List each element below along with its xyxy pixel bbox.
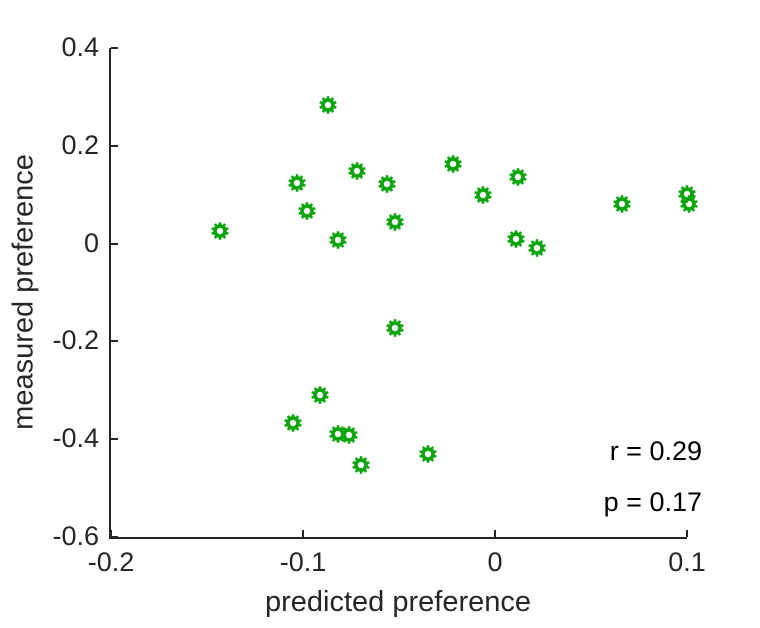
- data-point: [385, 318, 405, 338]
- p-value-text: p = 0.17: [603, 487, 702, 517]
- gear-marker-icon: [211, 222, 230, 241]
- data-point: [347, 161, 367, 181]
- data-point: [473, 185, 493, 205]
- gear-marker-icon: [386, 212, 404, 231]
- x-axis-label: predicted preference: [265, 586, 531, 618]
- gear-marker-icon: [298, 202, 316, 221]
- data-point: [527, 238, 547, 258]
- x-tick-label: -0.2: [87, 547, 135, 577]
- data-point: [310, 385, 330, 405]
- data-point: [612, 194, 632, 214]
- x-axis-tick: [494, 530, 496, 537]
- y-axis-tick: [111, 340, 118, 343]
- y-axis-tick: [111, 47, 118, 49]
- data-point: [677, 184, 697, 204]
- x-tick-label: 0.1: [668, 547, 706, 577]
- y-axis-tick: [111, 242, 118, 245]
- y-axis-tick: [111, 144, 118, 147]
- x-axis-tick: [302, 530, 304, 537]
- data-point: [508, 167, 528, 187]
- gear-marker-icon: [311, 385, 330, 404]
- gear-marker-icon: [509, 167, 527, 186]
- y-tick-label: 0.4: [61, 31, 99, 62]
- gear-marker-icon: [386, 318, 404, 337]
- data-point: [318, 95, 338, 115]
- gear-marker-icon: [288, 174, 306, 193]
- data-point: [377, 174, 397, 194]
- y-tick-label: 0: [83, 227, 99, 258]
- data-point: [506, 229, 526, 249]
- data-point: [385, 212, 405, 232]
- gear-marker-icon: [678, 185, 696, 204]
- data-point: [339, 425, 359, 445]
- gear-marker-icon: [340, 425, 358, 444]
- gear-marker-icon: [351, 456, 370, 474]
- y-tick-label: -0.2: [52, 325, 99, 356]
- y-tick-label: -0.6: [52, 520, 99, 551]
- gear-marker-icon: [284, 414, 303, 432]
- x-axis-tick: [686, 530, 688, 537]
- gear-marker-icon: [507, 229, 525, 248]
- gear-marker-icon: [443, 155, 462, 174]
- y-axis-tick: [111, 536, 118, 538]
- x-tick-label: 0: [487, 547, 503, 577]
- gear-marker-icon: [419, 445, 437, 463]
- gear-marker-icon: [328, 230, 347, 249]
- data-point: [351, 455, 371, 475]
- data-point: [283, 413, 303, 433]
- data-point: [328, 424, 348, 444]
- data-point: [418, 444, 438, 464]
- r-value-text: r = 0.29: [609, 436, 702, 466]
- data-point: [679, 194, 699, 214]
- gear-marker-icon: [347, 162, 366, 181]
- y-axis-tick: [111, 438, 118, 441]
- gear-marker-icon: [378, 175, 397, 194]
- gear-marker-icon: [528, 239, 546, 258]
- data-point: [210, 221, 230, 241]
- x-axis-tick: [110, 530, 112, 537]
- y-axis-label: measured preference: [7, 154, 40, 430]
- data-point: [443, 154, 463, 174]
- gear-marker-icon: [474, 185, 493, 204]
- gear-marker-icon: [319, 96, 337, 115]
- plot-area: r = 0.29 p = 0.17 -0.2 -0.1 0 0.1 -0.6 -0.4 -0…: [52, 32, 705, 577]
- gear-marker-icon: [612, 195, 631, 214]
- gear-marker-icon: [328, 425, 347, 443]
- y-tick-label: 0.2: [61, 129, 99, 160]
- data-point: [297, 201, 317, 221]
- x-tick-label: -0.1: [279, 547, 327, 577]
- y-tick-label: -0.4: [52, 423, 99, 454]
- gear-marker-icon: [680, 194, 698, 213]
- data-point: [328, 230, 348, 250]
- stats-annotation: r = 0.29 p = 0.17: [604, 436, 702, 538]
- data-point: [287, 173, 307, 193]
